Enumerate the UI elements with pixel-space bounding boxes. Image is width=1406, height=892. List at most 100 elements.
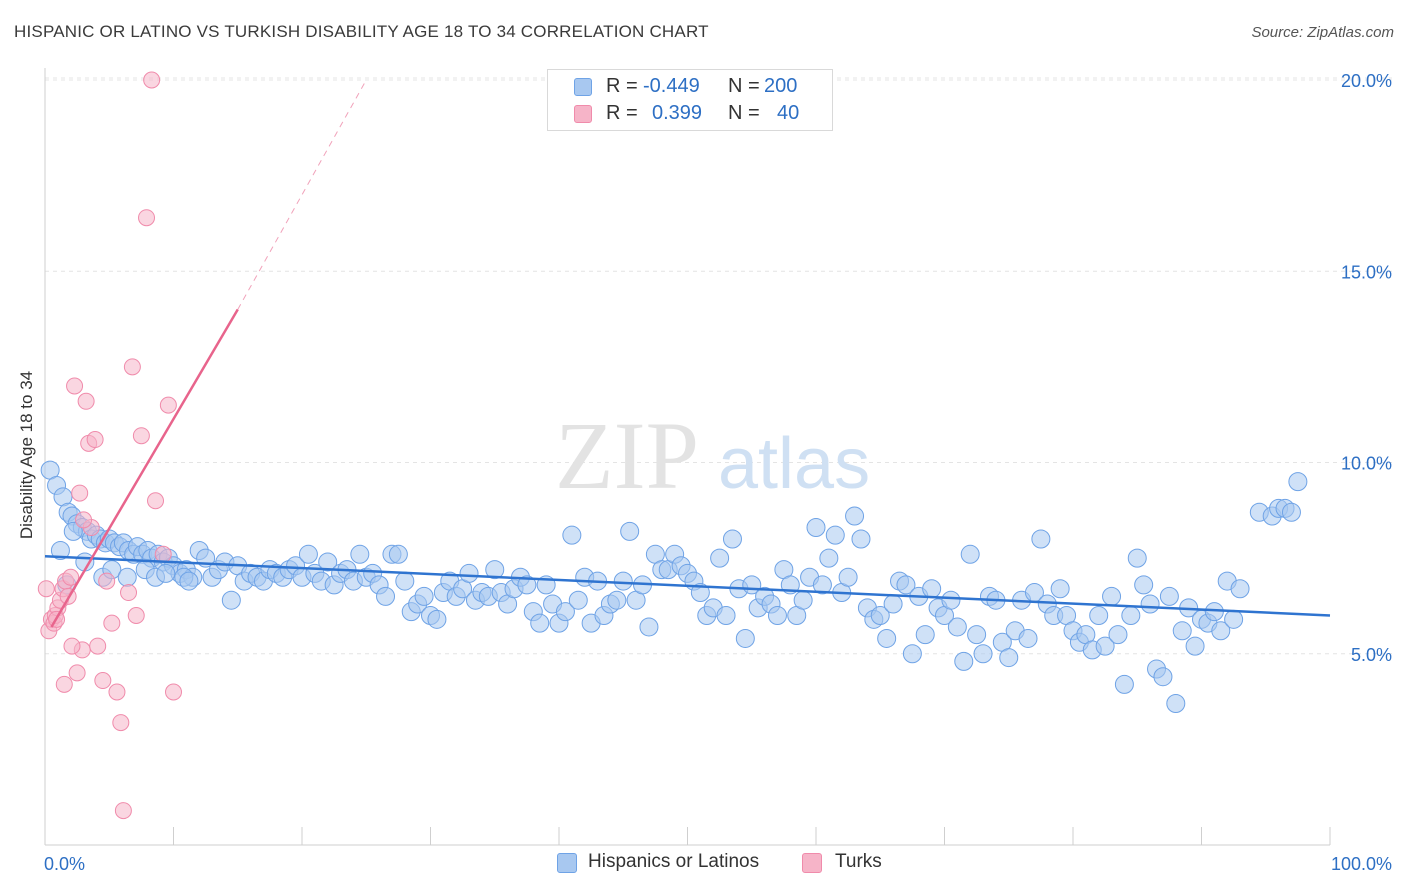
- data-point-hispanic: [806, 518, 826, 538]
- data-point-hispanic: [838, 567, 858, 587]
- correlation-legend: R = -0.449 N = 200 R = 0.399 N = 40: [547, 69, 833, 131]
- data-point-turks: [37, 580, 55, 598]
- data-point-hispanic: [1211, 621, 1231, 641]
- legend-swatch-hispanic: [557, 853, 577, 873]
- data-point-hispanic: [1230, 579, 1250, 599]
- r-label: R =: [606, 102, 638, 124]
- data-point-turks: [62, 568, 80, 586]
- data-point-hispanic: [1281, 502, 1301, 522]
- data-point-turks: [108, 683, 126, 701]
- data-point-hispanic: [941, 590, 961, 610]
- data-point-hispanic: [63, 521, 83, 541]
- n-value: 40: [777, 102, 800, 124]
- data-point-hispanic: [620, 521, 640, 541]
- data-point-hispanic: [607, 590, 627, 610]
- data-point-hispanic: [902, 644, 922, 664]
- data-point-turks: [127, 607, 145, 624]
- legend-row-hispanic: R = -0.449 N = 200: [548, 75, 832, 101]
- data-point-hispanic: [999, 648, 1019, 668]
- data-point-hispanic: [555, 602, 575, 622]
- r-value: -0.449: [643, 75, 700, 97]
- data-point-turks: [112, 714, 130, 732]
- data-point-hispanic: [1185, 636, 1205, 656]
- data-point-turks: [75, 511, 93, 529]
- watermark: ZIP atlas: [555, 402, 870, 509]
- data-point-hispanic: [395, 571, 415, 591]
- data-point-hispanic: [414, 586, 434, 606]
- data-point-hispanic: [318, 552, 338, 572]
- data-point-hispanic: [1159, 586, 1179, 606]
- data-point-hispanic: [883, 594, 903, 614]
- x-tick-label: 0.0%: [44, 854, 85, 874]
- legend-row-turks: R = 0.399 N = 40: [548, 102, 832, 128]
- legend-swatch-hispanic: [574, 78, 592, 96]
- y-axis-label: Disability Age 18 to 34: [17, 371, 36, 539]
- data-point-hispanic: [922, 579, 942, 599]
- data-point-turks: [132, 427, 150, 445]
- data-point-hispanic: [896, 575, 916, 595]
- data-point-hispanic: [845, 506, 865, 526]
- data-point-hispanic: [1121, 606, 1141, 625]
- data-point-hispanic: [613, 571, 633, 591]
- watermark-atlas: atlas: [718, 424, 870, 504]
- data-point-turks: [138, 209, 156, 227]
- data-point-hispanic: [530, 613, 550, 633]
- data-point-hispanic: [376, 586, 396, 606]
- data-point-hispanic: [1095, 636, 1115, 656]
- x-tick-labels: 0.0% 100.0%: [44, 854, 1392, 874]
- legend-label-hispanic: Hispanics or Latinos: [588, 851, 760, 872]
- data-point-turks: [147, 492, 165, 510]
- data-point-hispanic: [870, 606, 890, 625]
- data-point-turks: [159, 396, 177, 414]
- source-label: Source: ZipAtlas.com: [1251, 24, 1394, 41]
- y-tick-label: 10.0%: [1341, 454, 1392, 474]
- trend-line-turks-extension: [237, 79, 367, 310]
- data-point-hispanic: [690, 583, 710, 603]
- data-point-hispanic: [967, 625, 987, 645]
- data-point-hispanic: [973, 644, 993, 664]
- series-turks-points: [37, 71, 182, 820]
- data-point-hispanic: [179, 571, 199, 591]
- data-point-hispanic: [877, 628, 897, 648]
- data-point-hispanic: [485, 560, 505, 580]
- data-point-hispanic: [427, 609, 447, 629]
- data-point-hispanic: [568, 590, 588, 610]
- n-value: 200: [764, 75, 798, 97]
- data-point-hispanic: [1134, 575, 1154, 595]
- data-point-hispanic: [1288, 472, 1308, 492]
- y-tick-label: 5.0%: [1351, 645, 1392, 665]
- data-point-hispanic: [710, 548, 730, 568]
- legend-swatch-turks: [574, 105, 592, 123]
- r-value: 0.399: [652, 102, 703, 124]
- y-tick-label: 15.0%: [1341, 262, 1392, 282]
- data-point-turks: [63, 637, 81, 655]
- data-point-turks: [103, 614, 121, 632]
- data-point-hispanic: [825, 525, 845, 545]
- r-label: R =: [606, 75, 638, 97]
- data-point-hispanic: [767, 606, 787, 625]
- data-point-turks: [154, 545, 172, 563]
- data-point-hispanic: [819, 548, 839, 568]
- data-point-hispanic: [1018, 628, 1038, 648]
- data-point-hispanic: [639, 617, 659, 637]
- data-point-hispanic: [1127, 548, 1147, 568]
- y-tick-labels: 5.0% 10.0% 15.0% 20.0%: [1341, 71, 1392, 665]
- data-point-hispanic: [947, 617, 967, 637]
- data-point-hispanic: [1224, 609, 1244, 629]
- data-point-hispanic: [1140, 594, 1160, 614]
- data-point-turks: [94, 672, 112, 690]
- trend-line-hispanic: [44, 554, 1331, 617]
- data-point-turks: [77, 392, 95, 410]
- data-point-hispanic: [851, 529, 871, 549]
- data-point-hispanic: [1050, 579, 1070, 599]
- data-point-hispanic: [1031, 529, 1051, 549]
- trend-lines: [44, 79, 1331, 628]
- data-point-turks: [55, 675, 73, 693]
- data-point-hispanic: [1089, 606, 1109, 625]
- watermark-zip: ZIP: [555, 402, 699, 509]
- data-point-hispanic: [793, 590, 813, 610]
- n-label: N =: [728, 102, 760, 124]
- data-point-hispanic: [812, 575, 832, 595]
- data-point-hispanic: [298, 544, 318, 564]
